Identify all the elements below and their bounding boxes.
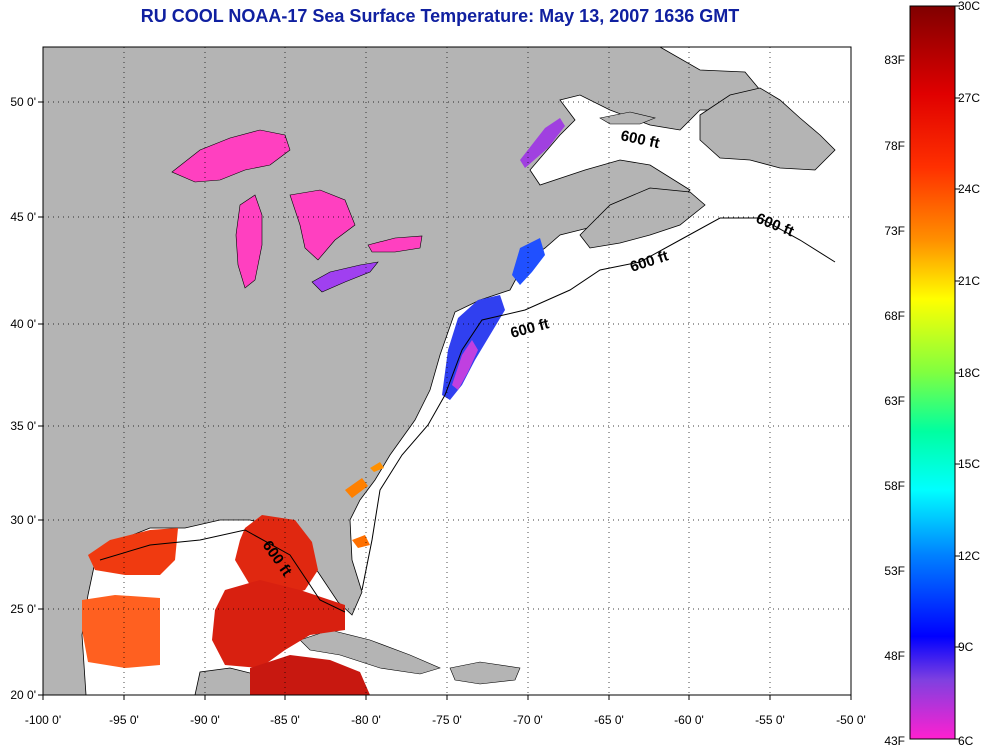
land-north-america: [43, 47, 761, 695]
lake-ontario: [367, 235, 423, 253]
lat-label: 30 0': [10, 513, 36, 527]
land-maritimes: [579, 187, 706, 249]
colorbar-fahrenheit-label: 43F: [884, 734, 905, 748]
lat-label: 35 0': [10, 419, 36, 433]
colorbar-celsius-label: 9C: [958, 640, 974, 654]
sst-western-gulf: [88, 528, 178, 575]
colorbar-celsius-label: 24C: [958, 182, 980, 196]
sst-western-gulf-south: [82, 595, 160, 668]
colorbar-celsius-label: 30C: [958, 0, 980, 13]
colorbar-ticks: [955, 5, 960, 740]
lon-label: -60 0': [674, 713, 704, 727]
colorbar-fahrenheit-label: 63F: [884, 394, 905, 408]
colorbar-celsius-label: 15C: [958, 457, 980, 471]
colorbar-fahrenheit-label: 53F: [884, 564, 905, 578]
colorbar-fahrenheit-label: 68F: [884, 309, 905, 323]
sst-st-lawrence: [520, 118, 565, 168]
tick-marks: [38, 101, 852, 700]
land-cuba: [299, 629, 441, 675]
lat-label: 45 0': [10, 210, 36, 224]
lon-label: -85 0': [270, 713, 300, 727]
colorbar-fahrenheit-label: 58F: [884, 479, 905, 493]
land-newfoundland: [699, 87, 836, 171]
lake-erie: [311, 261, 379, 293]
lat-label: 20 0': [10, 688, 36, 702]
lake-huron: [289, 189, 356, 261]
lon-label: -65 0': [594, 713, 624, 727]
graticule: [43, 47, 851, 695]
colorbar: [909, 5, 956, 740]
lon-label: -95 0': [109, 713, 139, 727]
colorbar-celsius-label: 6C: [958, 734, 974, 748]
colorbar-fahrenheit-label: 73F: [884, 224, 905, 238]
sst-central-gulf: [212, 580, 345, 668]
colorbar-fahrenheit-label: 78F: [884, 139, 905, 153]
sst-caribbean: [250, 655, 370, 695]
colorbar-celsius-label: 21C: [958, 274, 980, 288]
land-hispaniola: [449, 661, 521, 685]
colorbar-celsius-label: 18C: [958, 366, 980, 380]
lon-label: -80 0': [351, 713, 381, 727]
lon-label: -55 0': [755, 713, 785, 727]
lon-label: -75 0': [432, 713, 462, 727]
sst-gulf-of-maine: [512, 238, 545, 285]
lat-label: 25 0': [10, 602, 36, 616]
lon-label: -100 0': [25, 713, 61, 727]
isobath-600ft: [99, 217, 836, 613]
lon-label: -70 0': [513, 713, 543, 727]
lon-label: -50 0': [836, 713, 866, 727]
sst-mid-atlantic-purple: [452, 340, 478, 390]
colorbar-celsius-label: 12C: [958, 549, 980, 563]
sst-florida-east: [352, 535, 370, 548]
lat-label: 40 0': [10, 317, 36, 331]
lake-superior: [171, 129, 291, 183]
lake-michigan: [235, 194, 263, 289]
colorbar-fahrenheit-label: 48F: [884, 649, 905, 663]
colorbar-fahrenheit-label: 83F: [884, 53, 905, 67]
land-anticosti: [599, 111, 656, 125]
sst-georgia-coast: [345, 478, 368, 498]
map-title: RU COOL NOAA-17 Sea Surface Temperature:…: [140, 6, 740, 26]
colorbar-celsius-label: 27C: [958, 91, 980, 105]
lon-label: -90 0': [190, 713, 220, 727]
lat-label: 50 0': [10, 95, 36, 109]
sst-sc-coast: [370, 462, 384, 472]
